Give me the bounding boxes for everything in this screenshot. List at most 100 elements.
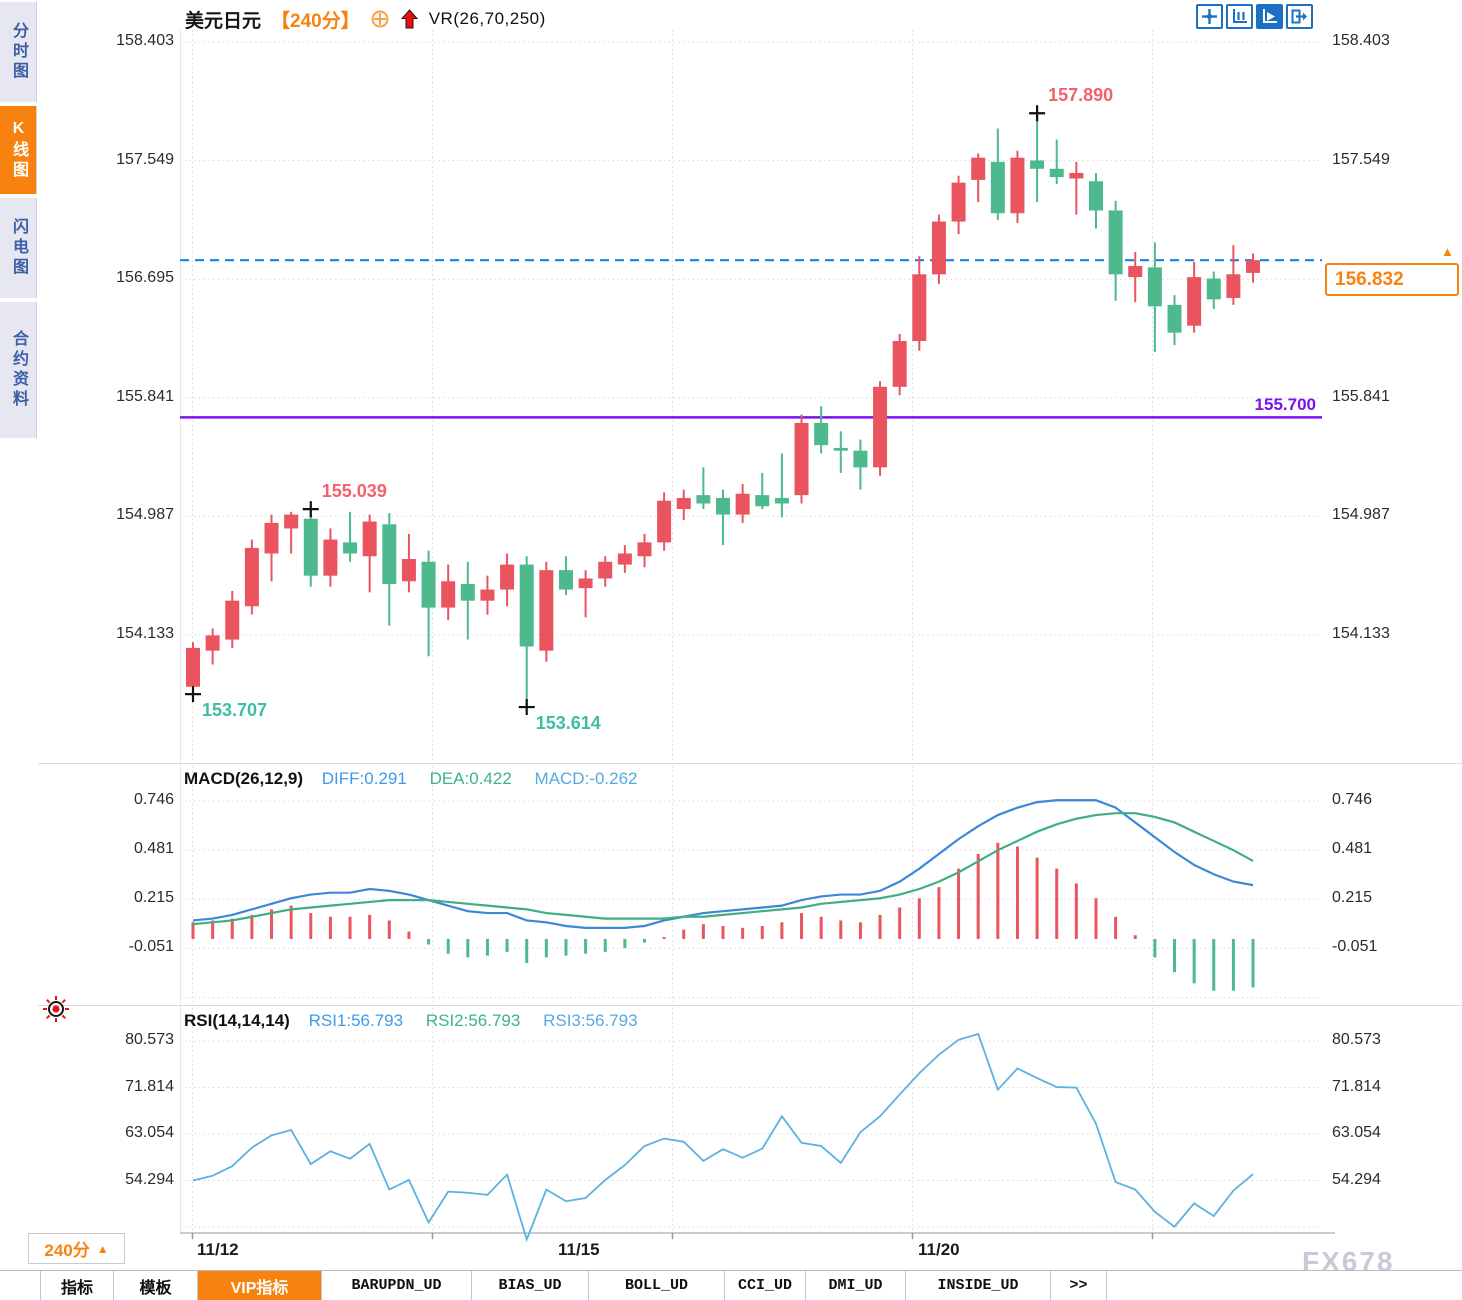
candle-body	[774, 497, 789, 504]
bottom-tab-6[interactable]: BOLL_UD	[589, 1271, 725, 1300]
macd-hist-bar	[623, 938, 627, 949]
candle-body	[873, 386, 888, 468]
indicator-settings-sun-icon	[42, 995, 70, 1028]
macd-dea-line	[192, 812, 1254, 926]
macd-hist-bar	[780, 922, 784, 939]
sidebar-tab-4[interactable]: 合约资料	[0, 302, 37, 438]
bottom-tab-7[interactable]: CCI_UD	[725, 1271, 806, 1300]
candle-body	[1206, 278, 1221, 300]
macd-hist-bar	[564, 938, 568, 956]
macd-name: MACD(26,12,9)	[184, 769, 304, 788]
bottom-tab-3[interactable]: VIP指标	[198, 1271, 322, 1300]
candle-body	[303, 518, 318, 576]
candle-body	[382, 524, 397, 585]
macd-hist-bar	[368, 914, 372, 939]
candle-body	[460, 584, 475, 601]
pane-export-tool-button[interactable]	[1286, 4, 1313, 29]
up-arrow-icon	[400, 8, 419, 30]
target-circle-icon[interactable]	[370, 9, 390, 29]
support-level-label: 155.700	[1254, 395, 1316, 414]
candle-body	[205, 635, 220, 651]
crosshair-tool-button[interactable]	[1196, 4, 1223, 29]
macd-hist-bar	[328, 916, 332, 939]
rsi-line	[192, 1032, 1254, 1243]
candle-body	[244, 547, 259, 607]
bottom-tab-5[interactable]: BIAS_UD	[472, 1271, 589, 1300]
candle-body	[696, 495, 711, 504]
candle-body	[637, 542, 652, 557]
candle-body	[362, 521, 377, 557]
axis-zoom-tool-button[interactable]	[1226, 4, 1253, 29]
sidebar-tab-1[interactable]: 分时图	[0, 2, 37, 102]
candle-body	[421, 561, 436, 608]
bottom-tab-8[interactable]: DMI_UD	[806, 1271, 906, 1300]
macd-hist-bar	[1231, 938, 1235, 991]
timeframe-chip[interactable]: 240分 ▲	[28, 1233, 125, 1264]
macd-hist-bar	[348, 916, 352, 939]
macd-hist-bar	[1133, 935, 1137, 939]
macd-hist-bar	[584, 938, 588, 954]
candle-body	[755, 495, 770, 507]
macd-hist-bar	[741, 927, 745, 939]
candle-body	[480, 589, 495, 601]
macd-diff-value: DIFF:0.291	[321, 769, 407, 788]
macd-hist-bar	[1153, 938, 1157, 958]
macd-hist-bar	[309, 913, 313, 939]
macd-hist-bar	[642, 938, 646, 943]
indicator-tabbar: 指标 模板 VIP指标 BARUPDN_UD BIAS_UD BOLL_UD CCI_UD D…	[0, 1270, 1462, 1300]
macd-hist-bar	[1055, 868, 1059, 939]
candle-body	[676, 497, 691, 510]
candle-body	[1147, 267, 1162, 307]
macd-hist-bar	[1251, 938, 1255, 988]
candle-body	[912, 274, 927, 341]
macd-hist-bar	[407, 931, 411, 939]
candle-body	[539, 570, 554, 651]
macd-diff-line	[192, 799, 1254, 929]
macd-hist-bar	[1173, 938, 1176, 973]
candle-body	[657, 500, 672, 543]
macd-hist-bar	[682, 929, 686, 939]
macd-hist-bar	[603, 938, 607, 952]
candle-body	[716, 497, 731, 515]
macd-hist-bar	[230, 918, 234, 939]
macd-hist-bar	[858, 922, 862, 939]
candle-body	[1010, 157, 1025, 214]
macd-hist-bar	[505, 938, 509, 952]
candle-body	[500, 564, 515, 590]
candle-body	[951, 182, 966, 222]
last-price-box: 156.832	[1325, 263, 1459, 296]
bottom-tab-1[interactable]: 指标	[40, 1271, 114, 1300]
macd-hist-bar	[760, 925, 764, 939]
candle-body	[1167, 304, 1182, 333]
macd-hist-bar	[721, 925, 725, 939]
candle-body	[578, 578, 593, 589]
macd-hist-bar	[1114, 916, 1118, 939]
indicator-title: VR(26,70,250)	[428, 9, 546, 28]
rsi1-value: RSI1:56.793	[308, 1011, 404, 1030]
macd-dea-value: DEA:0.422	[429, 769, 512, 788]
macd-hist-bar	[957, 868, 961, 939]
macd-hist-bar	[250, 914, 254, 939]
sidebar-tab-2[interactable]: K线图	[0, 106, 37, 194]
bottom-tab-2[interactable]: 模板	[114, 1271, 198, 1300]
bottom-tab-4[interactable]: BARUPDN_UD	[322, 1271, 472, 1300]
candle-body	[1049, 168, 1064, 178]
candle-body	[1108, 210, 1123, 275]
bottom-tab-9[interactable]: INSIDE_UD	[906, 1271, 1051, 1300]
candle-body	[186, 647, 200, 687]
candle-body	[343, 542, 358, 554]
bottom-tab-10[interactable]: >>	[1051, 1271, 1107, 1300]
macd-header: MACD(26,12,9) DIFF:0.291 DEA:0.422 MACD:…	[184, 769, 638, 789]
sidebar-tab-3[interactable]: 闪电图	[0, 198, 37, 298]
candle-body	[971, 157, 986, 180]
candle-body	[931, 221, 946, 275]
axis-play-tool-button[interactable]	[1256, 4, 1283, 29]
rsi-name: RSI(14,14,14)	[184, 1011, 290, 1030]
rsi2-value: RSI2:56.793	[425, 1011, 521, 1030]
candle-body	[1246, 260, 1261, 273]
macd-hist-bar	[289, 905, 293, 939]
timeframe-chip-label: 240分	[44, 1241, 90, 1260]
candle-body	[735, 493, 750, 515]
candle-body	[617, 553, 632, 565]
